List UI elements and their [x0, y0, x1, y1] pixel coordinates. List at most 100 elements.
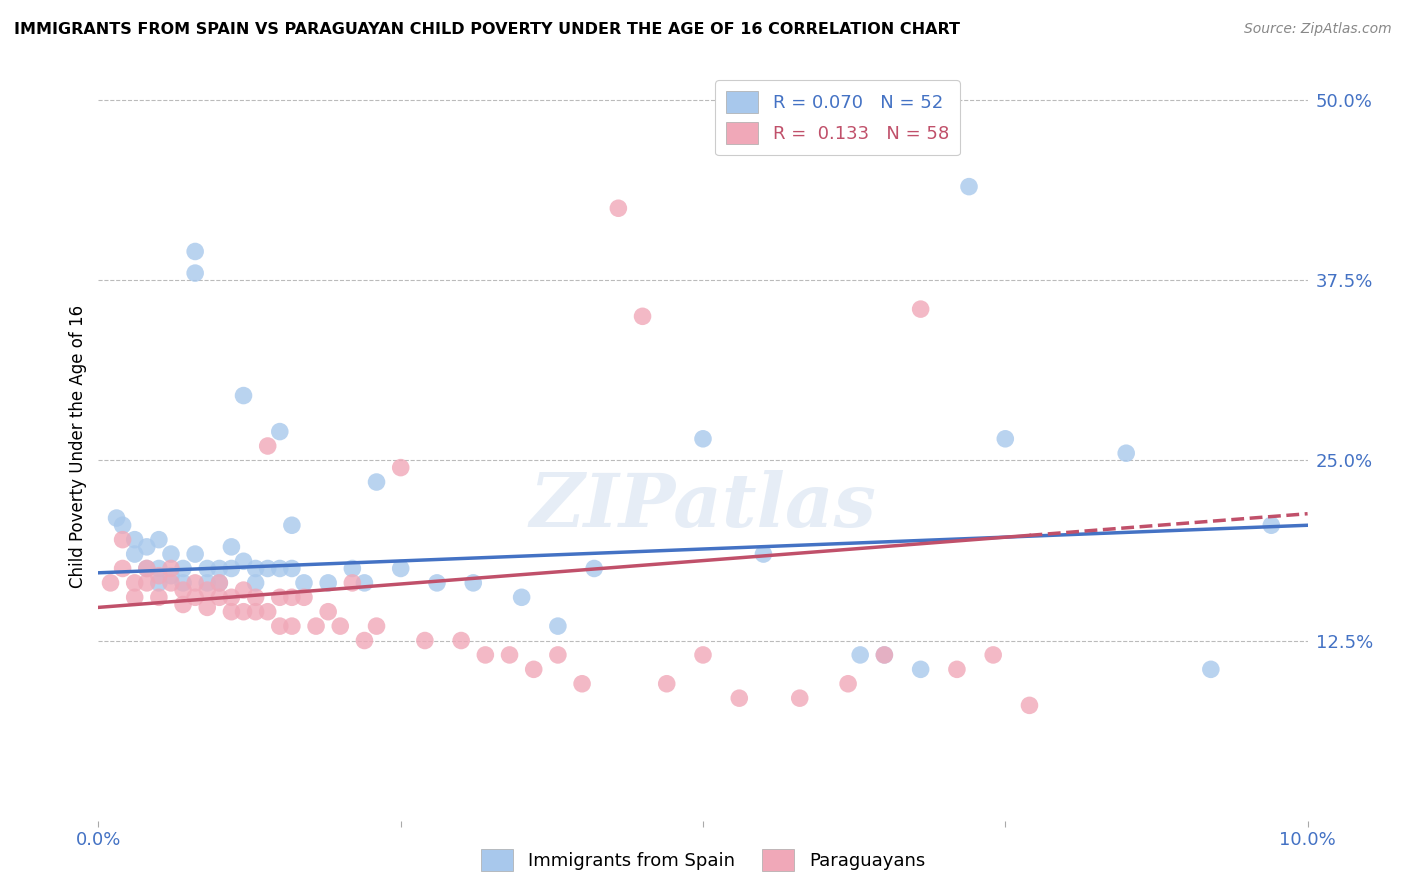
- Point: [124, 575, 146, 590]
- Point: [353, 575, 375, 590]
- Point: [281, 619, 304, 633]
- Point: [692, 432, 714, 446]
- Point: [245, 605, 267, 619]
- Point: [208, 561, 231, 575]
- Point: [208, 575, 231, 590]
- Point: [607, 201, 630, 215]
- Point: [1260, 518, 1282, 533]
- Y-axis label: Child Poverty Under the Age of 16: Child Poverty Under the Age of 16: [69, 304, 87, 588]
- Point: [292, 575, 315, 590]
- Point: [463, 575, 485, 590]
- Point: [124, 547, 146, 561]
- Legend: R = 0.070   N = 52, R =  0.133   N = 58: R = 0.070 N = 52, R = 0.133 N = 58: [716, 80, 960, 155]
- Point: [269, 561, 291, 575]
- Point: [148, 591, 170, 605]
- Point: [583, 561, 606, 575]
- Point: [547, 619, 569, 633]
- Point: [232, 583, 254, 598]
- Point: [269, 591, 291, 605]
- Point: [245, 591, 267, 605]
- Point: [232, 605, 254, 619]
- Point: [111, 518, 134, 533]
- Point: [728, 691, 751, 706]
- Point: [135, 540, 157, 554]
- Point: [692, 648, 714, 662]
- Point: [172, 583, 194, 598]
- Point: [111, 533, 134, 547]
- Point: [342, 561, 364, 575]
- Point: [221, 605, 243, 619]
- Point: [305, 619, 328, 633]
- Point: [208, 591, 231, 605]
- Point: [184, 266, 207, 280]
- Text: IMMIGRANTS FROM SPAIN VS PARAGUAYAN CHILD POVERTY UNDER THE AGE OF 16 CORRELATIO: IMMIGRANTS FROM SPAIN VS PARAGUAYAN CHIL…: [14, 22, 960, 37]
- Point: [837, 677, 859, 691]
- Point: [389, 460, 412, 475]
- Point: [135, 561, 157, 575]
- Point: [100, 575, 122, 590]
- Point: [208, 575, 231, 590]
- Point: [135, 561, 157, 575]
- Point: [571, 677, 593, 691]
- Point: [184, 575, 207, 590]
- Legend: Immigrants from Spain, Paraguayans: Immigrants from Spain, Paraguayans: [474, 842, 932, 879]
- Text: Source: ZipAtlas.com: Source: ZipAtlas.com: [1244, 22, 1392, 37]
- Point: [789, 691, 811, 706]
- Point: [148, 533, 170, 547]
- Point: [281, 518, 304, 533]
- Point: [510, 591, 533, 605]
- Point: [981, 648, 1004, 662]
- Point: [316, 605, 339, 619]
- Point: [148, 575, 170, 590]
- Point: [221, 591, 243, 605]
- Point: [946, 662, 969, 676]
- Point: [245, 575, 267, 590]
- Point: [316, 575, 339, 590]
- Point: [221, 540, 243, 554]
- Point: [910, 302, 932, 317]
- Point: [245, 561, 267, 575]
- Point: [172, 598, 194, 612]
- Point: [195, 583, 218, 598]
- Point: [256, 439, 278, 453]
- Point: [256, 561, 278, 575]
- Point: [184, 244, 207, 259]
- Point: [184, 591, 207, 605]
- Point: [232, 388, 254, 402]
- Point: [389, 561, 412, 575]
- Point: [195, 561, 218, 575]
- Point: [148, 568, 170, 582]
- Point: [547, 648, 569, 662]
- Point: [523, 662, 546, 676]
- Point: [366, 475, 388, 489]
- Point: [105, 511, 128, 525]
- Point: [450, 633, 472, 648]
- Point: [281, 591, 304, 605]
- Point: [957, 179, 980, 194]
- Point: [148, 561, 170, 575]
- Point: [1115, 446, 1137, 460]
- Point: [124, 591, 146, 605]
- Point: [111, 561, 134, 575]
- Point: [184, 547, 207, 561]
- Text: ZIPatlas: ZIPatlas: [530, 470, 876, 542]
- Point: [849, 648, 872, 662]
- Point: [269, 425, 291, 439]
- Point: [292, 591, 315, 605]
- Point: [124, 533, 146, 547]
- Point: [413, 633, 436, 648]
- Point: [160, 561, 183, 575]
- Point: [910, 662, 932, 676]
- Point: [873, 648, 896, 662]
- Point: [195, 600, 218, 615]
- Point: [655, 677, 678, 691]
- Point: [135, 575, 157, 590]
- Point: [195, 575, 218, 590]
- Point: [160, 547, 183, 561]
- Point: [160, 575, 183, 590]
- Point: [1199, 662, 1222, 676]
- Point: [752, 547, 775, 561]
- Point: [353, 633, 375, 648]
- Point: [221, 561, 243, 575]
- Point: [994, 432, 1017, 446]
